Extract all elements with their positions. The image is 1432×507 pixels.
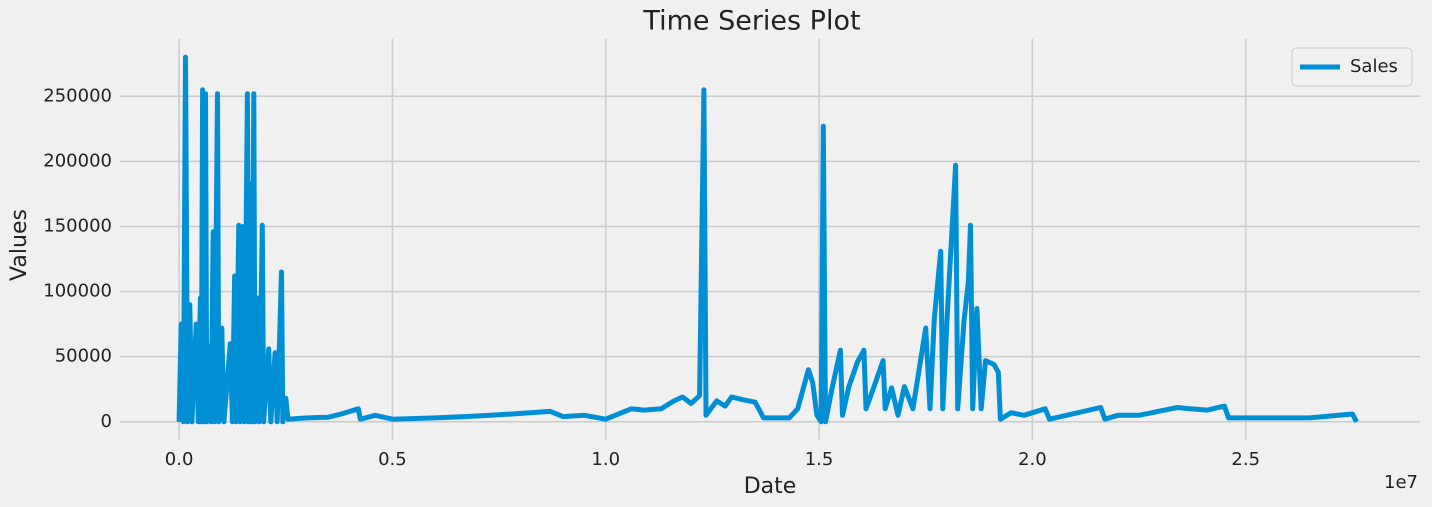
- x-axis-label: Date: [744, 474, 797, 499]
- x-offset-label: 1e7: [1384, 472, 1418, 493]
- y-tick-label: 200000: [43, 150, 112, 171]
- chart-title: Time Series Plot: [642, 6, 860, 37]
- x-tick-label: 0.5: [378, 449, 407, 470]
- y-tick-label: 150000: [43, 215, 112, 236]
- x-tick-label: 2.5: [1231, 449, 1260, 470]
- x-tick-label: 0.0: [165, 449, 194, 470]
- y-tick-label: 100000: [43, 281, 112, 302]
- y-axis-label: Values: [7, 209, 32, 281]
- x-tick-label: 1.5: [805, 449, 834, 470]
- legend-label: Sales: [1350, 56, 1398, 77]
- y-tick-label: 0: [101, 411, 112, 432]
- x-tick-label: 2.0: [1018, 449, 1047, 470]
- x-tick-label: 1.0: [591, 449, 620, 470]
- y-tick-label: 50000: [55, 346, 112, 367]
- line-series: [176, 54, 1359, 425]
- y-tick-label: 250000: [43, 85, 112, 106]
- legend-box: [1291, 47, 1413, 87]
